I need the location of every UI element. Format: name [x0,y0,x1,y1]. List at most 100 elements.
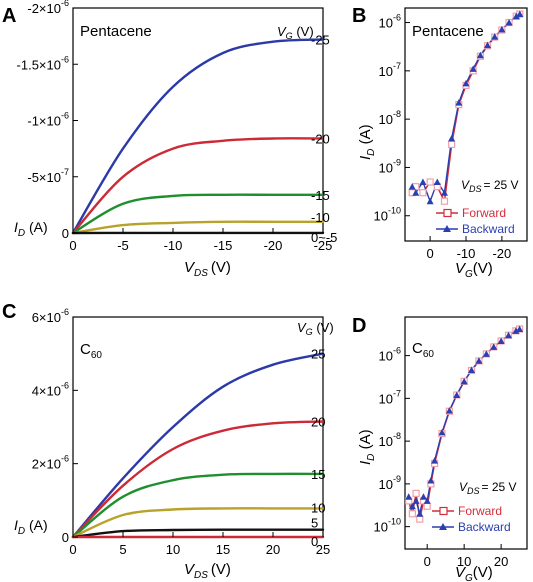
backward-point [426,197,434,205]
panel-b-letter: B [352,5,366,27]
y-tick-mantissa: -5×10 [27,170,61,185]
vg-label: 25 [311,347,325,362]
y-tick-exponent: -10 [388,517,401,527]
forward-point [423,502,431,510]
panel-c-xlabel-unit: (V) [211,561,231,578]
panel-c: C C60 VG (V) 6×10-64×10-62×10-60 0 5 10 15 2… [2,301,334,581]
panel-d-material-sub: 60 [423,349,435,360]
y-tick-label: -1×10-6 [27,111,69,129]
panel-a-vg-labels: -25 -20 -15 -10 0~-5 [311,33,337,245]
x-tick-label: -5 [117,238,129,253]
panel-a-vg-header: VG (V) [277,24,314,41]
backward-point [448,134,456,142]
panel-b: B Pentacene VDS = 25 V Forward Backward 10… [352,5,528,280]
vg-label: 5 [311,516,318,531]
y-tick-mantissa: -1.5×10 [17,57,61,72]
y-tick-label: 10-10 [374,517,401,535]
y-tick-mantissa: -2×10 [27,1,61,16]
y-tick-exponent: -10 [388,206,401,216]
panel-c-ylabel: ID (A) [14,517,48,537]
panel-d-letter: D [352,315,366,337]
y-tick-exponent: -8 [393,109,401,119]
panel-b-vds-label: VDS = 25 V [461,178,519,194]
panel-b-legend: Forward Backward [436,206,515,236]
y-tick-exponent: -6 [393,346,401,356]
y-tick-exponent: -6 [61,307,69,317]
y-tick-base: 10 [379,349,393,364]
vg-label: -15 [311,188,330,203]
backward-point [475,357,483,364]
y-tick-label: 10-7 [379,388,401,406]
backward-point [453,391,461,398]
panel-d-vds-value: = 25 V [482,480,517,494]
curve-vg--20 [71,137,325,235]
backward-point [438,428,446,436]
curve-vg-5 [71,528,325,539]
panel-a: A Pentacene VG (V) -2×10-6-1.5×10-6-1×10… [2,0,337,279]
panel-a-vg-unit: (V) [296,24,313,39]
backward-point [516,10,524,18]
backward-point [445,407,453,414]
backward-point [516,325,524,332]
y-tick-label: 10-10 [374,206,401,224]
y-tick-label: 2×10-6 [32,454,69,472]
legend-backward-label: Backward [462,222,515,236]
backward-point [512,12,520,20]
panel-d-ylabel: ID (A) [357,429,377,465]
backward-point [512,327,520,334]
legend-forward-label: Forward [458,504,502,518]
panel-a-y-ticks: -2×10-6-1.5×10-6-1×10-6-5×10-70 [17,0,78,241]
y-tick-label: 10-7 [379,61,401,79]
forward-point [408,510,416,518]
backward-point [419,493,427,500]
curve-vg-25 [71,352,325,539]
y-tick-base: 10 [379,391,393,406]
backward-point [423,497,431,504]
backward-point [498,25,506,33]
backward-point [490,343,498,350]
panel-a-ylabel: ID (A) [14,219,48,239]
backward-point [412,189,420,196]
legend-forward-marker [443,208,452,218]
forward-point [426,178,434,186]
y-tick-base: 10 [379,160,393,175]
panel-b-y-ticks: 10-610-710-810-910-10 [374,13,410,224]
x-tick-label: 20 [266,542,280,557]
curve-vg--10 [71,220,325,235]
y-tick-exponent: -6 [61,54,69,64]
x-tick-label: 20 [494,554,508,569]
backward-point [419,178,427,185]
backward-point [505,19,513,26]
x-tick-label: 10 [166,542,180,557]
backward-point [427,477,435,484]
y-tick-mantissa: 6×10 [32,310,61,325]
y-tick-label: -5×10-7 [27,167,69,185]
curve-vg-10 [71,507,325,539]
y-tick-exponent: -6 [393,13,401,23]
vg-label: -20 [311,132,330,147]
x-tick-label: -20 [492,246,511,261]
y-tick-base: 10 [379,477,393,492]
x-tick-label: 10 [457,554,471,569]
backward-point [431,457,439,464]
vg-label: 10 [311,500,325,515]
transfer-curves [408,10,524,205]
panel-b-plot-area [408,10,524,205]
panel-c-plot-area [71,352,325,539]
y-tick-label: 0 [62,226,69,241]
backward-point [416,510,424,517]
panel-a-ylabel-unit: (A) [29,219,48,235]
x-tick-label: 0 [69,238,76,253]
panel-c-vg-unit: (V) [316,320,333,335]
legend-forward-marker [439,506,448,516]
panel-c-vg-header: VG (V) [297,320,334,337]
panel-d-material: C60 [412,340,434,360]
backward-point [408,183,416,190]
x-tick-label: 0 [424,554,431,569]
backward-point [405,493,413,500]
panel-b-x-ticks: 0 -10 -20 [427,236,511,261]
legend-backward-marker [443,225,451,232]
x-tick-label: 0 [69,542,76,557]
panel-c-ylabel-unit: (A) [29,517,48,533]
